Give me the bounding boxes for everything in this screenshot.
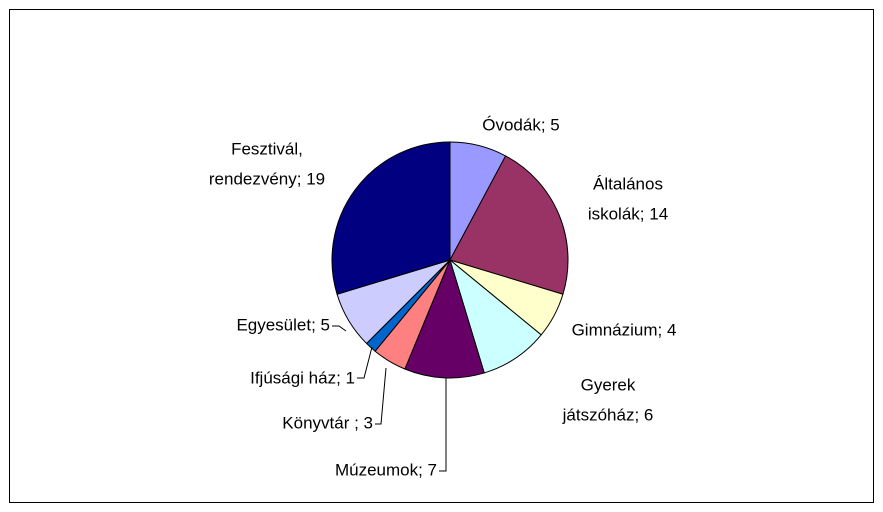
data-label: Könyvtár ; 3 bbox=[282, 413, 373, 432]
data-label: Gyerek bbox=[581, 375, 636, 394]
pie-slice bbox=[331, 141, 451, 295]
data-label: Óvodák; 5 bbox=[482, 115, 560, 134]
data-label: Általános bbox=[593, 174, 663, 193]
data-label: iskolák; 14 bbox=[588, 204, 668, 223]
data-label: Múzeumok; 7 bbox=[335, 460, 437, 479]
pie-slice bbox=[449, 155, 569, 295]
data-label: Fesztivál, bbox=[231, 139, 303, 158]
data-label: Gimnázium; 4 bbox=[572, 320, 677, 339]
leader-line bbox=[357, 346, 373, 379]
data-label: rendezvény; 19 bbox=[209, 169, 325, 188]
data-label: Egyesület; 5 bbox=[236, 315, 330, 334]
leader-line bbox=[332, 325, 347, 332]
pie-slice bbox=[404, 258, 485, 379]
data-label: játszóház; 6 bbox=[562, 405, 654, 424]
leader-line bbox=[439, 378, 447, 472]
data-label: Ifjúsági ház; 1 bbox=[250, 368, 355, 387]
leader-line bbox=[375, 367, 387, 425]
